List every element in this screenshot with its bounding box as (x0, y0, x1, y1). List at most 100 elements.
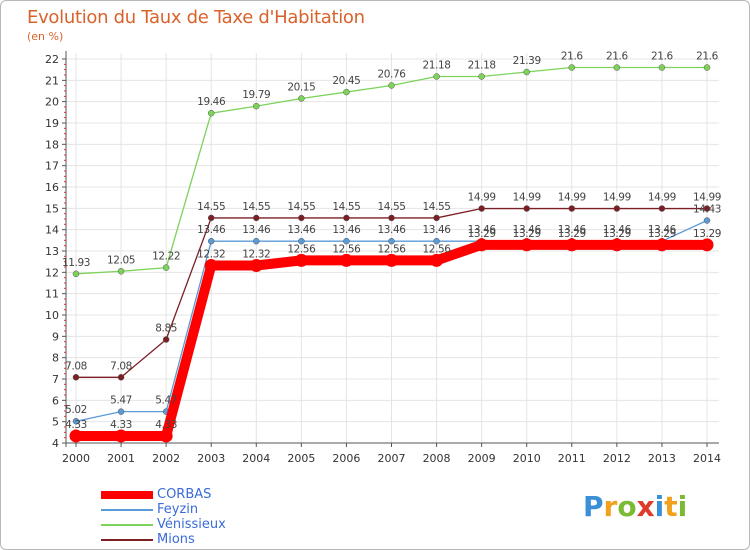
data-point (207, 214, 215, 222)
x-tick-label: 2007 (378, 452, 406, 465)
logo-letter: t (664, 490, 678, 523)
y-tick-label: 8 (52, 352, 59, 365)
x-tick-label: 2002 (152, 452, 180, 465)
x-tick-label: 2003 (197, 452, 225, 465)
data-label: 21.39 (513, 55, 541, 67)
data-label: 13.29 (693, 228, 721, 240)
data-point (520, 238, 534, 252)
data-label: 13.46 (287, 224, 316, 236)
chart-unit-label: (en %) (27, 30, 64, 43)
data-label: 11.93 (62, 257, 90, 269)
y-tick-label: 5 (52, 416, 59, 429)
data-label: 14.99 (693, 192, 721, 204)
data-point (700, 238, 714, 252)
x-tick-label: 2001 (107, 452, 135, 465)
data-point (613, 64, 621, 71)
data-label: 14.43 (693, 203, 721, 215)
data-label: 13.29 (513, 228, 541, 240)
data-point (253, 214, 260, 222)
x-tick-label: 2014 (693, 452, 721, 465)
data-point (433, 237, 440, 245)
data-point (475, 238, 489, 252)
data-label: 14.99 (558, 192, 586, 204)
legend-item-feyzin: Feyzin (101, 502, 198, 517)
data-point (72, 417, 80, 425)
data-label: 14.99 (468, 192, 496, 204)
logo-letter: i (677, 490, 688, 523)
data-point (207, 109, 215, 117)
data-label: 20.45 (332, 75, 360, 87)
data-point (72, 374, 80, 381)
data-label: 19.79 (242, 89, 270, 101)
data-point (339, 253, 353, 267)
y-tick-label: 10 (45, 309, 59, 322)
data-label: 20.76 (377, 68, 406, 80)
data-label: 4.33 (65, 419, 87, 431)
data-point (69, 429, 83, 443)
data-point (162, 264, 170, 271)
data-label: 12.56 (287, 243, 316, 255)
data-point (655, 238, 669, 252)
data-point (117, 408, 125, 415)
legend-label: Feyzin (157, 502, 199, 517)
x-tick-label: 2013 (648, 452, 676, 465)
data-label: 14.55 (197, 201, 225, 213)
x-tick-label: 2008 (423, 452, 451, 465)
y-tick-label: 19 (45, 117, 59, 130)
data-point (117, 374, 125, 381)
data-point (433, 214, 440, 222)
y-tick-label: 16 (45, 181, 59, 194)
data-point (430, 253, 444, 267)
y-tick-label: 15 (45, 202, 59, 215)
data-point (72, 270, 80, 278)
data-label: 21.6 (696, 51, 718, 63)
data-point (114, 429, 128, 443)
x-tick-label: 2010 (513, 452, 541, 465)
data-label: 21.6 (651, 51, 673, 63)
data-label: 14.55 (377, 201, 405, 213)
data-point (253, 102, 260, 110)
data-point (565, 238, 579, 252)
data-label: 13.46 (648, 224, 677, 236)
data-label: 13.46 (468, 224, 497, 236)
data-point (478, 205, 485, 212)
y-tick-label: 18 (45, 138, 59, 151)
data-point (610, 238, 624, 252)
data-label: 13.46 (558, 224, 587, 236)
y-tick-label: 9 (52, 330, 59, 343)
y-tick-label: 21 (45, 74, 59, 87)
data-point (433, 73, 440, 80)
data-label: 12.22 (152, 251, 180, 263)
data-label: 7.08 (65, 360, 87, 372)
data-point (204, 259, 218, 273)
data-point (523, 68, 530, 76)
data-label: 13.46 (377, 224, 406, 236)
data-label: 13.46 (513, 224, 542, 236)
x-tick-label: 2009 (468, 452, 496, 465)
y-tick-label: 11 (45, 288, 59, 301)
data-label: 14.99 (648, 192, 676, 204)
data-label: 20.15 (287, 81, 315, 93)
data-point (385, 253, 398, 267)
data-point (207, 237, 215, 245)
data-label: 12.32 (197, 249, 225, 261)
data-label: 13.29 (648, 228, 676, 240)
y-tick-label: 20 (45, 96, 59, 109)
data-label: 13.46 (197, 224, 226, 236)
data-label: 14.99 (603, 192, 631, 204)
x-tick-label: 2000 (62, 452, 90, 465)
legend-swatch (101, 490, 153, 499)
data-label: 8.85 (155, 323, 177, 335)
data-label: 5.47 (155, 395, 177, 407)
data-point (343, 214, 350, 222)
data-point (478, 73, 485, 80)
data-point (703, 205, 711, 212)
data-point (343, 237, 350, 245)
data-label: 4.33 (110, 419, 132, 431)
data-point (568, 205, 576, 212)
data-point (568, 64, 576, 71)
logo-letter: x (636, 490, 655, 523)
data-label: 12.05 (107, 254, 135, 266)
data-point (159, 429, 173, 443)
